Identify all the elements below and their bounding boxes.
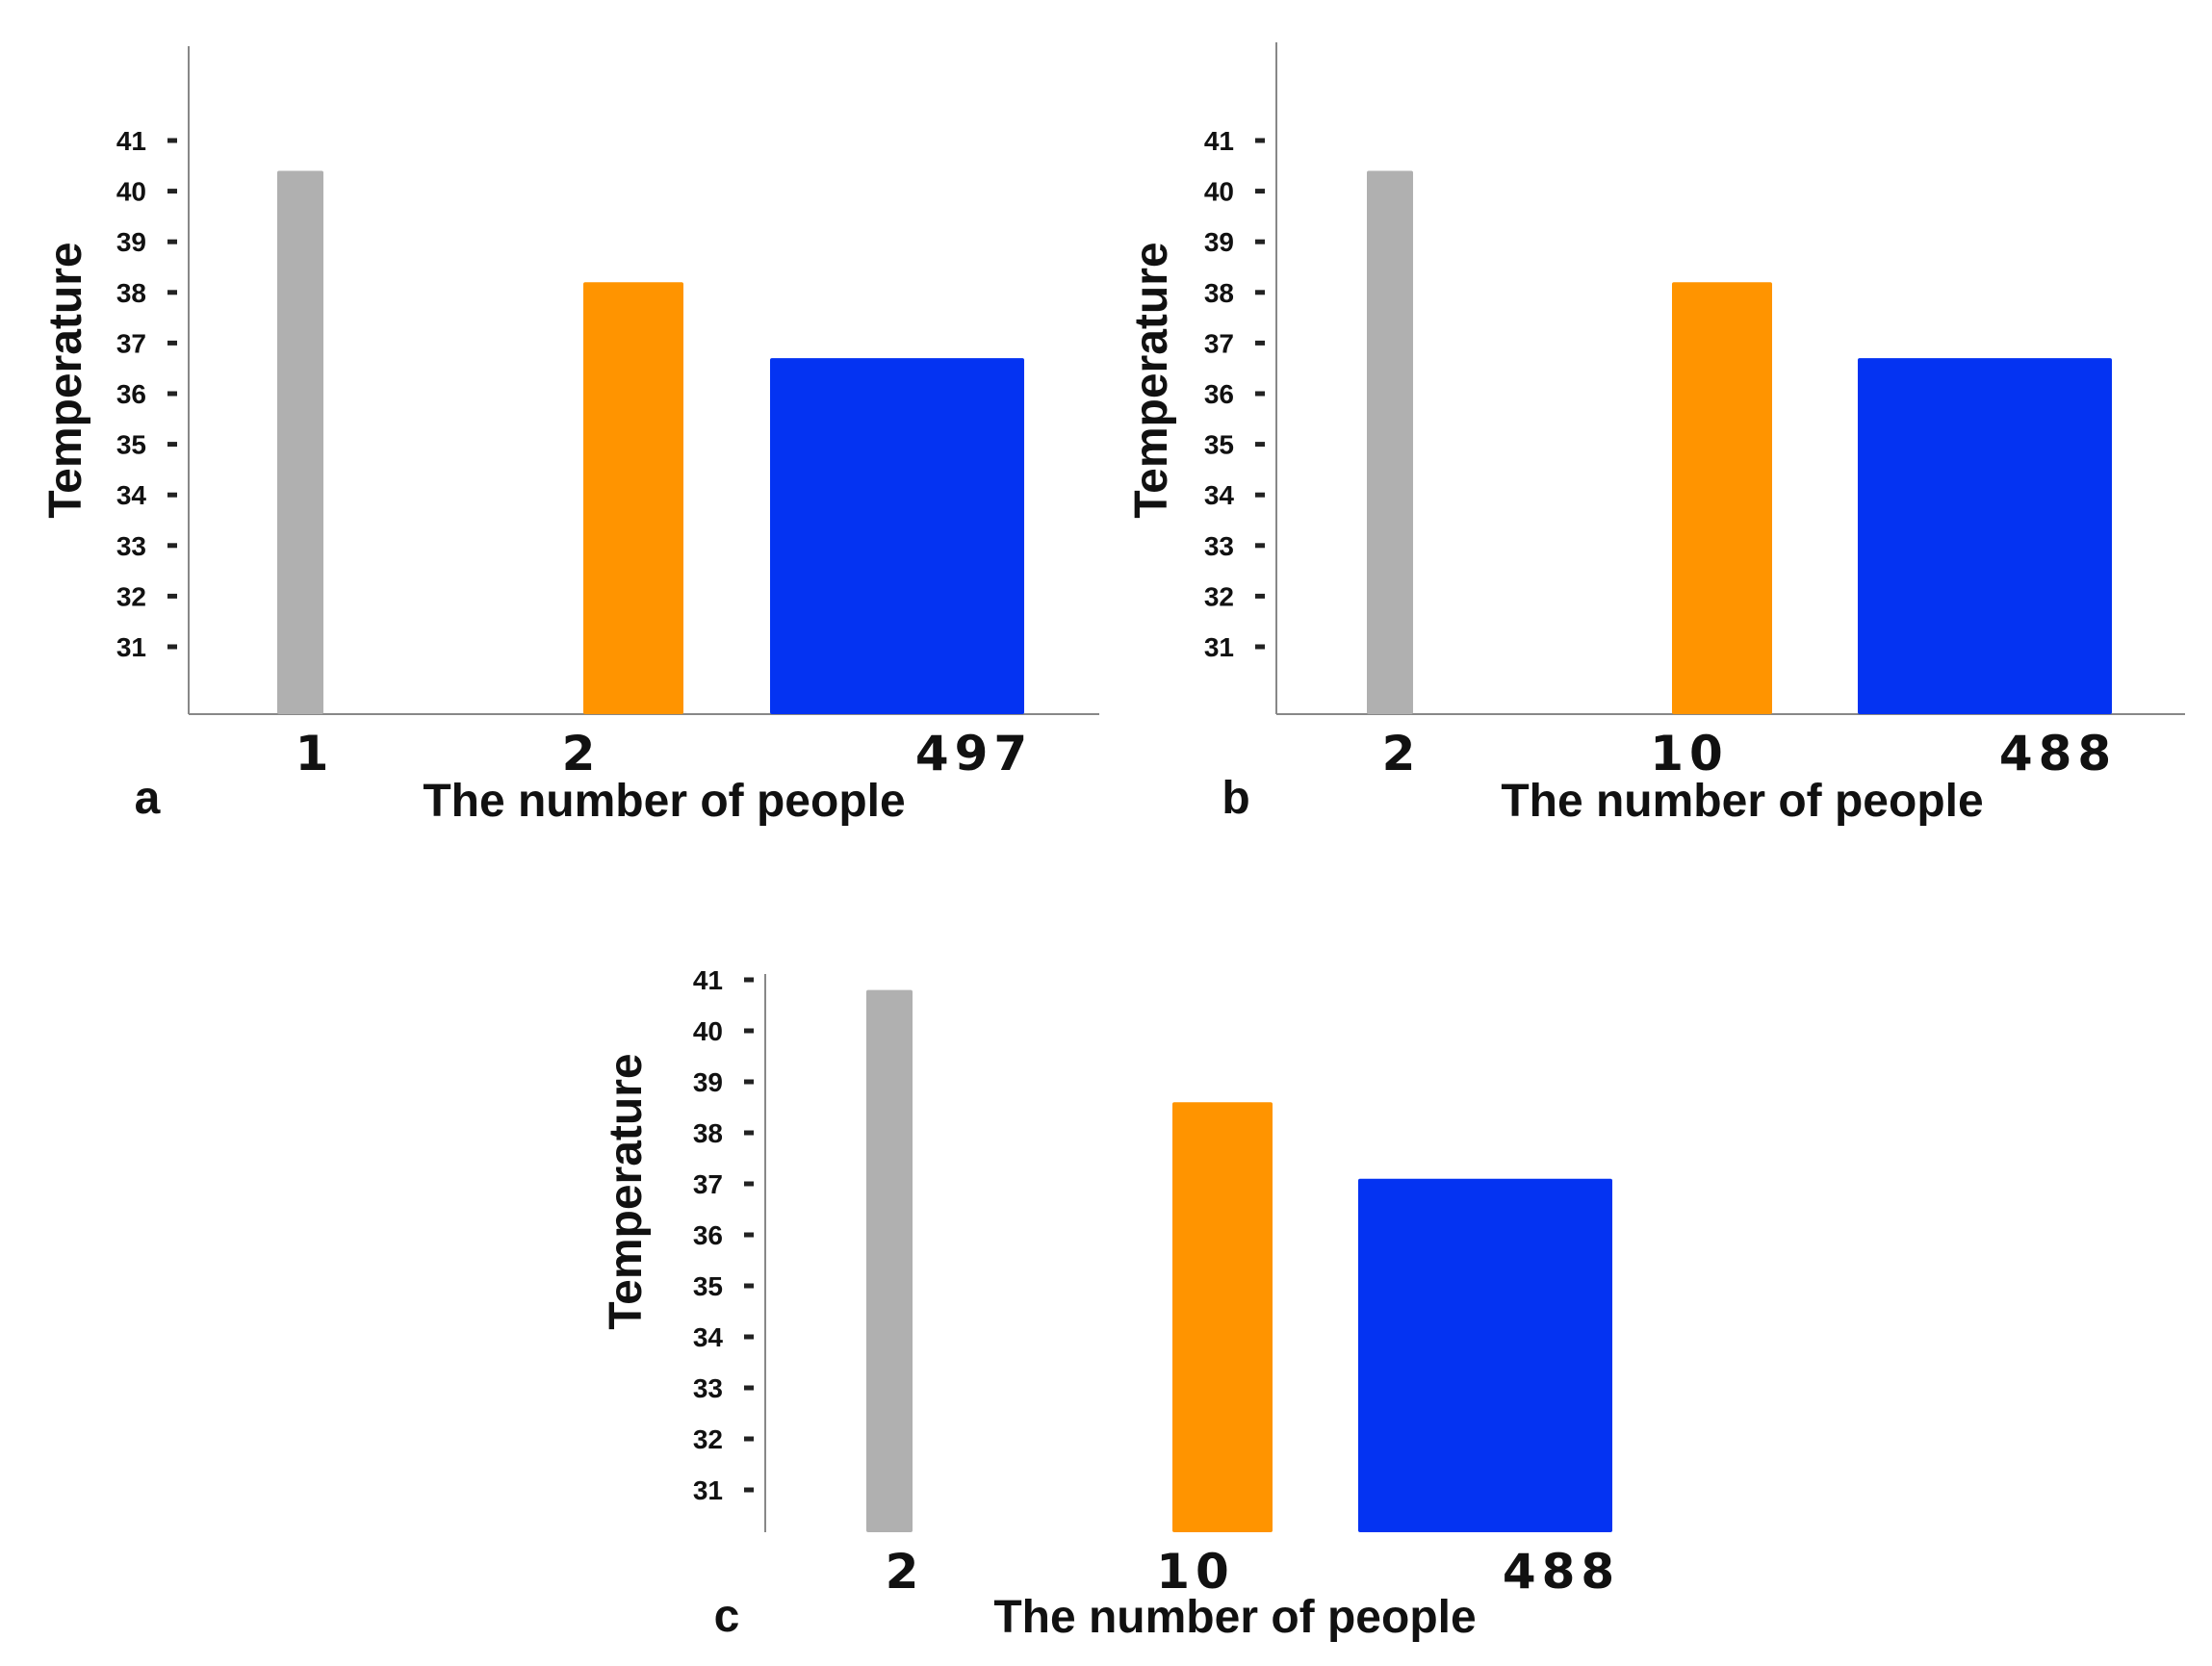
y-tick-label: 38: [693, 1118, 723, 1148]
panel-letter: b: [1222, 773, 1249, 824]
x-axis-title: The number of people: [993, 1592, 1476, 1643]
y-tick-label: 40: [1204, 177, 1234, 207]
y-tick-label: 39: [1204, 227, 1234, 257]
y-tick-label: 38: [116, 278, 146, 308]
x-category-label: 1: [296, 726, 335, 782]
y-tick-label: 32: [116, 581, 146, 611]
panel-letter: a: [135, 773, 161, 824]
bar-2: [866, 989, 913, 1532]
y-tick-label: 36: [693, 1220, 723, 1250]
bar-10: [1172, 1102, 1273, 1532]
y-tick-label: 31: [693, 1475, 723, 1505]
x-category-label: 2: [1382, 726, 1422, 782]
y-tick-label: 32: [1204, 581, 1234, 611]
y-tick-label: 38: [1204, 278, 1234, 308]
y-tick-label: 35: [693, 1271, 723, 1301]
y-tick-label: 41: [116, 126, 146, 156]
bar-10: [1672, 282, 1772, 714]
bar-1: [277, 170, 323, 714]
y-tick-label: 37: [1204, 328, 1234, 358]
bar-488: [1358, 1178, 1612, 1532]
panel-letter: c: [714, 1591, 740, 1642]
y-tick-label: 40: [693, 1016, 723, 1046]
y-tick-label: 39: [693, 1067, 723, 1097]
chart-panel-c: 31 32 33 34 35 36 37 38 39 40 41 2 10 488 The number o…: [601, 965, 1620, 1643]
x-category-label: 497: [915, 726, 1033, 782]
y-tick-label: 40: [116, 177, 146, 207]
y-tick-label: 34: [116, 480, 147, 510]
chart-panel-b: 31 32 33 34 35 36 37 38 39 40 41 2 10 488 The number o…: [1126, 42, 2185, 827]
y-tick-label: 35: [116, 430, 146, 460]
y-tick-label: 33: [693, 1373, 723, 1403]
y-tick-label: 41: [1204, 126, 1234, 156]
x-category-label: 10: [1156, 1544, 1235, 1600]
y-axis-title: Temperature: [601, 1053, 652, 1329]
y-axis-title: Temperature: [1126, 242, 1177, 518]
y-tick-label: 34: [693, 1322, 724, 1352]
x-axis-title: The number of people: [423, 776, 905, 827]
bar-497: [770, 358, 1024, 714]
y-tick-label: 33: [1204, 531, 1234, 561]
x-category-label: 2: [562, 726, 602, 782]
bar-2: [583, 282, 683, 714]
y-tick-label: 35: [1204, 430, 1234, 460]
x-axis-title: The number of people: [1501, 776, 1983, 827]
y-tick-label: 31: [1204, 632, 1234, 662]
bar-2: [1367, 170, 1413, 714]
y-tick-label: 34: [1204, 480, 1235, 510]
y-tick-label: 39: [116, 227, 146, 257]
y-tick-label: 37: [116, 328, 146, 358]
y-tick-label: 41: [693, 965, 723, 995]
x-category-label: 488: [1999, 726, 2117, 782]
y-tick-label: 33: [116, 531, 146, 561]
y-tick-label: 36: [1204, 379, 1234, 409]
y-tick-label: 31: [116, 632, 146, 662]
x-category-label: 2: [886, 1544, 925, 1600]
y-tick-label: 32: [693, 1424, 723, 1454]
y-tick-label: 37: [693, 1169, 723, 1199]
y-axis-title: Temperature: [40, 242, 91, 518]
bar-488: [1858, 358, 2112, 714]
x-category-label: 488: [1503, 1544, 1620, 1600]
x-category-label: 10: [1650, 726, 1729, 782]
y-tick-label: 36: [116, 379, 146, 409]
